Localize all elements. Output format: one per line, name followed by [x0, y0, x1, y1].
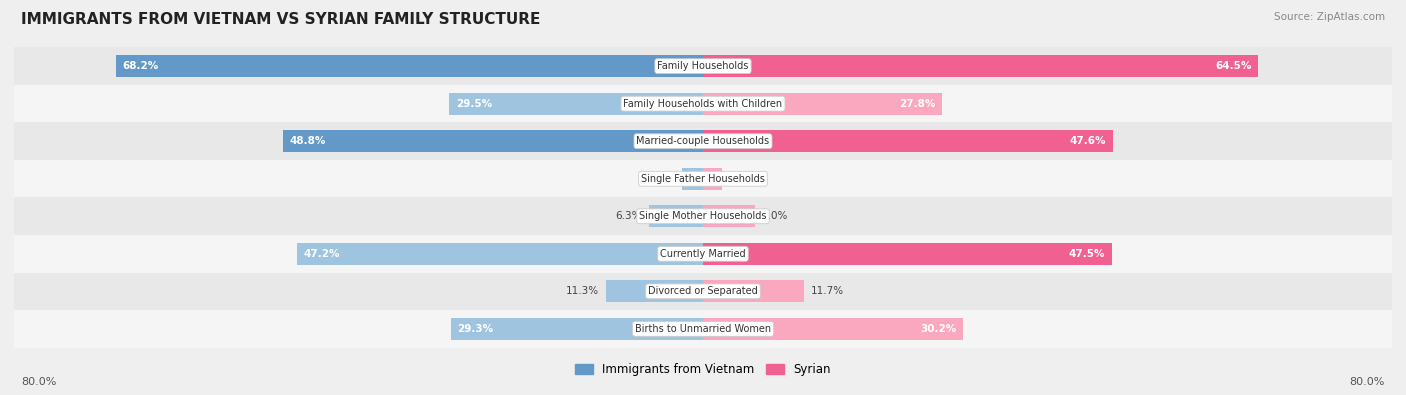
Bar [682, 168, 703, 190]
Bar [451, 318, 703, 340]
Bar [703, 318, 963, 340]
Text: Births to Unmarried Women: Births to Unmarried Women [636, 324, 770, 334]
Text: 27.8%: 27.8% [900, 99, 935, 109]
Text: 30.2%: 30.2% [920, 324, 956, 334]
Text: 80.0%: 80.0% [21, 377, 56, 387]
Bar [703, 55, 1258, 77]
Text: Currently Married: Currently Married [661, 249, 745, 259]
Bar [14, 235, 1392, 273]
Text: 11.7%: 11.7% [811, 286, 844, 296]
Text: Single Mother Households: Single Mother Households [640, 211, 766, 221]
Text: 29.5%: 29.5% [456, 99, 492, 109]
Text: 48.8%: 48.8% [290, 136, 326, 146]
Text: 2.4%: 2.4% [650, 174, 675, 184]
Bar [115, 55, 703, 77]
Bar [703, 168, 721, 190]
Text: Family Households: Family Households [658, 61, 748, 71]
Bar [703, 280, 804, 302]
Text: 29.3%: 29.3% [457, 324, 494, 334]
Bar [648, 205, 703, 227]
Bar [703, 205, 755, 227]
Text: 64.5%: 64.5% [1215, 61, 1251, 71]
Bar [703, 243, 1112, 265]
Bar [14, 310, 1392, 348]
Bar [14, 85, 1392, 122]
Bar [703, 130, 1114, 152]
Text: Married-couple Households: Married-couple Households [637, 136, 769, 146]
Legend: Immigrants from Vietnam, Syrian: Immigrants from Vietnam, Syrian [571, 358, 835, 381]
Bar [703, 93, 942, 115]
Bar [14, 198, 1392, 235]
Text: 2.2%: 2.2% [728, 174, 755, 184]
Text: 47.5%: 47.5% [1069, 249, 1105, 259]
Text: 68.2%: 68.2% [122, 61, 159, 71]
Text: 80.0%: 80.0% [1350, 377, 1385, 387]
Bar [283, 130, 703, 152]
Text: 6.3%: 6.3% [616, 211, 643, 221]
Text: Source: ZipAtlas.com: Source: ZipAtlas.com [1274, 12, 1385, 22]
Bar [449, 93, 703, 115]
Bar [14, 122, 1392, 160]
Text: 47.2%: 47.2% [304, 249, 340, 259]
Bar [14, 47, 1392, 85]
Bar [297, 243, 703, 265]
Text: Divorced or Separated: Divorced or Separated [648, 286, 758, 296]
Bar [14, 160, 1392, 198]
Text: 11.3%: 11.3% [565, 286, 599, 296]
Bar [606, 280, 703, 302]
Text: Single Father Households: Single Father Households [641, 174, 765, 184]
Text: 47.6%: 47.6% [1070, 136, 1107, 146]
Text: IMMIGRANTS FROM VIETNAM VS SYRIAN FAMILY STRUCTURE: IMMIGRANTS FROM VIETNAM VS SYRIAN FAMILY… [21, 12, 540, 27]
Bar [14, 273, 1392, 310]
Text: Family Households with Children: Family Households with Children [623, 99, 783, 109]
Text: 6.0%: 6.0% [762, 211, 787, 221]
